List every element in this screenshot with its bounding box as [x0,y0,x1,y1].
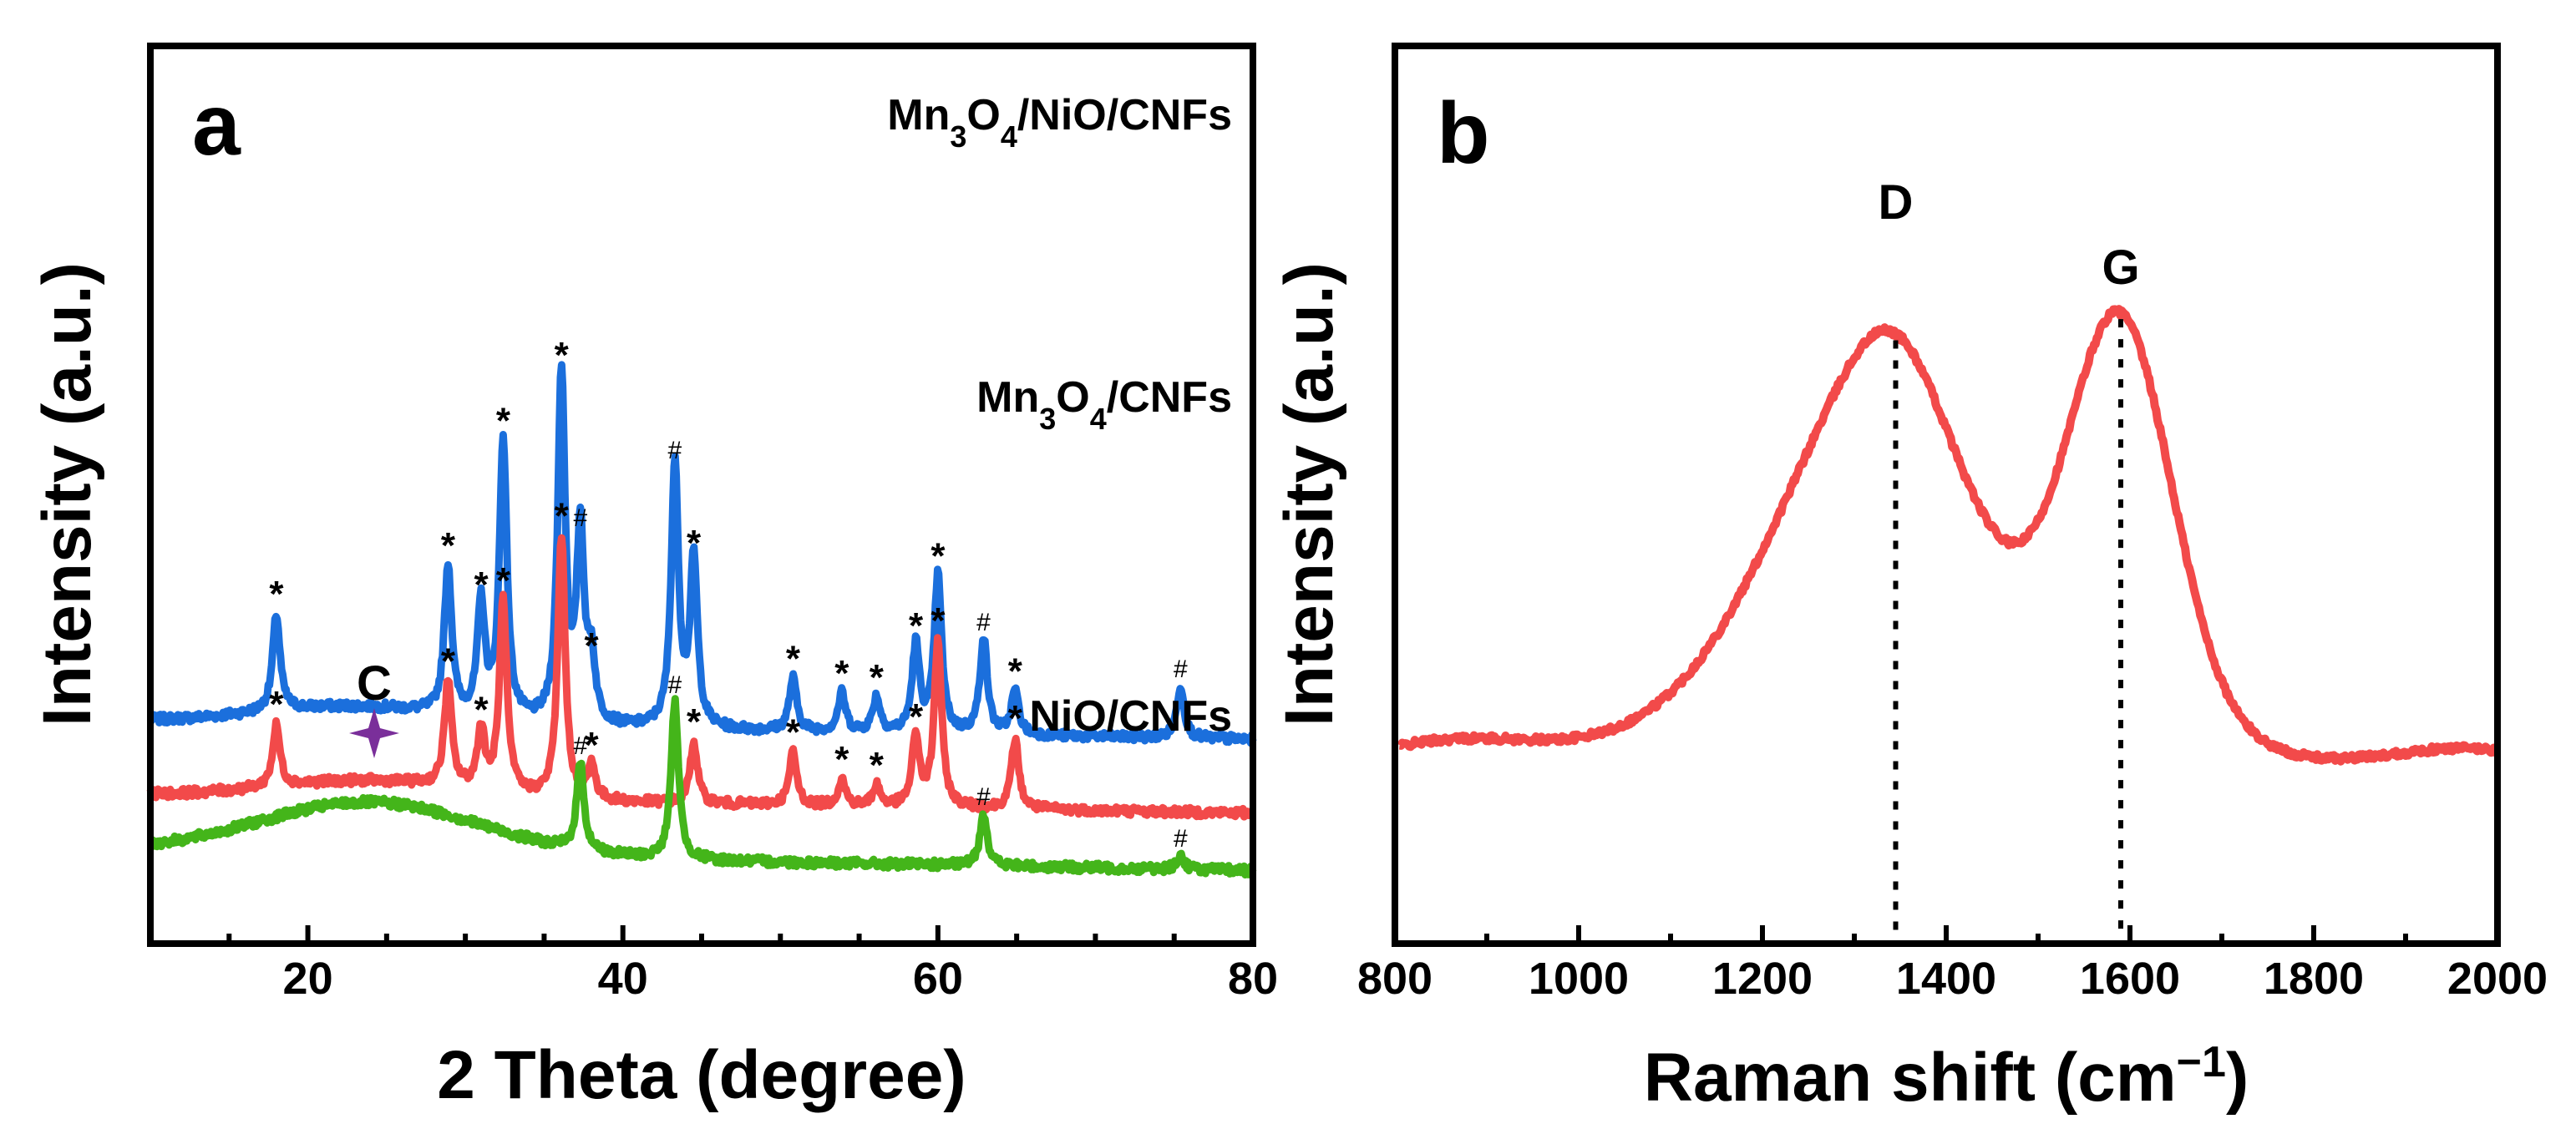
mn3o4-peak-marker: * [834,739,849,780]
panel-a-plot-lines [146,361,1257,878]
mn3o4-peak-marker: * [474,689,489,730]
g-band-label: G [2102,240,2139,295]
x-tick-label: 1200 [1712,954,1813,1004]
panel-a-x-ticks: 20 40 60 80 [148,925,1278,1004]
mn3o4-peak-marker: * [555,335,570,376]
x-tick-label: 40 [598,954,648,1004]
nio-peak-marker: # [976,783,991,811]
nio-peak-marker: # [573,732,587,760]
raman-line [1397,305,2501,766]
x-tick-label: 1800 [2264,954,2364,1004]
mn3o4-peak-marker: * [1008,651,1023,691]
mn3o4-peak-marker: * [441,525,456,566]
panel-b-frame [1392,43,2501,947]
mn3o4-peak-marker: * [474,564,489,605]
nio-peak-marker: # [668,437,682,464]
x-tick-label: 60 [913,954,963,1004]
panel-a-markers: *****#*#** * ***#* #******* ** ****#### [269,335,1188,853]
nio-peak-marker: # [1174,656,1188,683]
panel-b-y-axis-label: Intensity (a.u.) [1271,262,1347,727]
mn3o4-peak-marker: * [441,641,456,682]
mn3o4-peak-marker: * [555,495,570,536]
mn3o4-peak-marker: * [909,696,924,737]
x-tick-label: 1000 [1529,954,1629,1004]
mn3o4-peak-marker: * [870,657,885,698]
xrd-line-nio-cnfs [147,695,1257,878]
x-tick-label: 2000 [2447,954,2548,1004]
panel-a-letter: a [192,77,241,174]
mn3o4-peak-marker: * [931,600,946,641]
series-label-nio-cnfs: NiO/CNFs [1029,692,1232,741]
panel-b-x-ticks: 800 1000 1200 1400 1600 1800 2000 [1357,925,2548,1004]
panel-b-letter: b [1437,85,1490,182]
nio-peak-marker: # [573,504,587,532]
mn3o4-peak-marker: * [496,401,511,442]
mn3o4-peak-marker: * [269,684,284,725]
x-tick-label: 1400 [1896,954,1996,1004]
panel-b-x-axis-label: Raman shift (cm−1) [1644,1038,2249,1116]
nio-peak-marker: # [1174,825,1188,853]
panel-b-plot-lines [1397,305,2501,944]
panel-a-y-axis-label: Intensity (a.u.) [29,262,105,727]
x-tick-label: 80 [1228,954,1278,1004]
x-tick-label: 800 [1357,954,1433,1004]
mn3o4-peak-marker: * [786,639,801,680]
nio-peak-marker: # [668,671,682,699]
mn3o4-peak-marker: * [496,560,511,601]
mn3o4-peak-marker: * [687,701,702,742]
panel-b: 800 1000 1200 1400 1600 1800 2000 b D G Raman … [1271,43,2548,1116]
d-band-label: D [1879,175,1914,230]
mn3o4-peak-marker: * [584,625,599,666]
mn3o4-peak-marker: * [786,712,801,753]
mn3o4-peak-marker: * [909,605,924,646]
panel-a: *****#*#** * ***#* #******* ** ****#### 20 40 6… [29,43,1278,1113]
series-label-mn3o4-cnfs: Mn3O4/CNFs [976,373,1232,436]
xrd-line-mn3o4-cnfs [146,534,1256,821]
carbon-peak-label: C [357,656,392,711]
mn3o4-peak-marker: * [584,725,599,766]
mn3o4-peak-marker: * [870,745,885,786]
panel-a-x-axis-label: 2 Theta (degree) [437,1037,966,1113]
mn3o4-peak-marker: * [931,535,946,576]
mn3o4-peak-marker: * [834,653,849,694]
nio-peak-marker: # [976,609,991,636]
mn3o4-peak-marker: * [269,574,284,615]
carbon-star-icon [349,708,399,758]
x-tick-label: 1600 [2080,954,2180,1004]
mn3o4-peak-marker: * [687,523,702,564]
xrd-line-mn3o4-nio-cnfs [146,361,1257,747]
x-tick-label: 20 [283,954,333,1004]
mn3o4-peak-marker: * [1008,698,1023,739]
series-label-mn3o4-nio-cnfs: Mn3O4/NiO/CNFs [887,91,1232,154]
